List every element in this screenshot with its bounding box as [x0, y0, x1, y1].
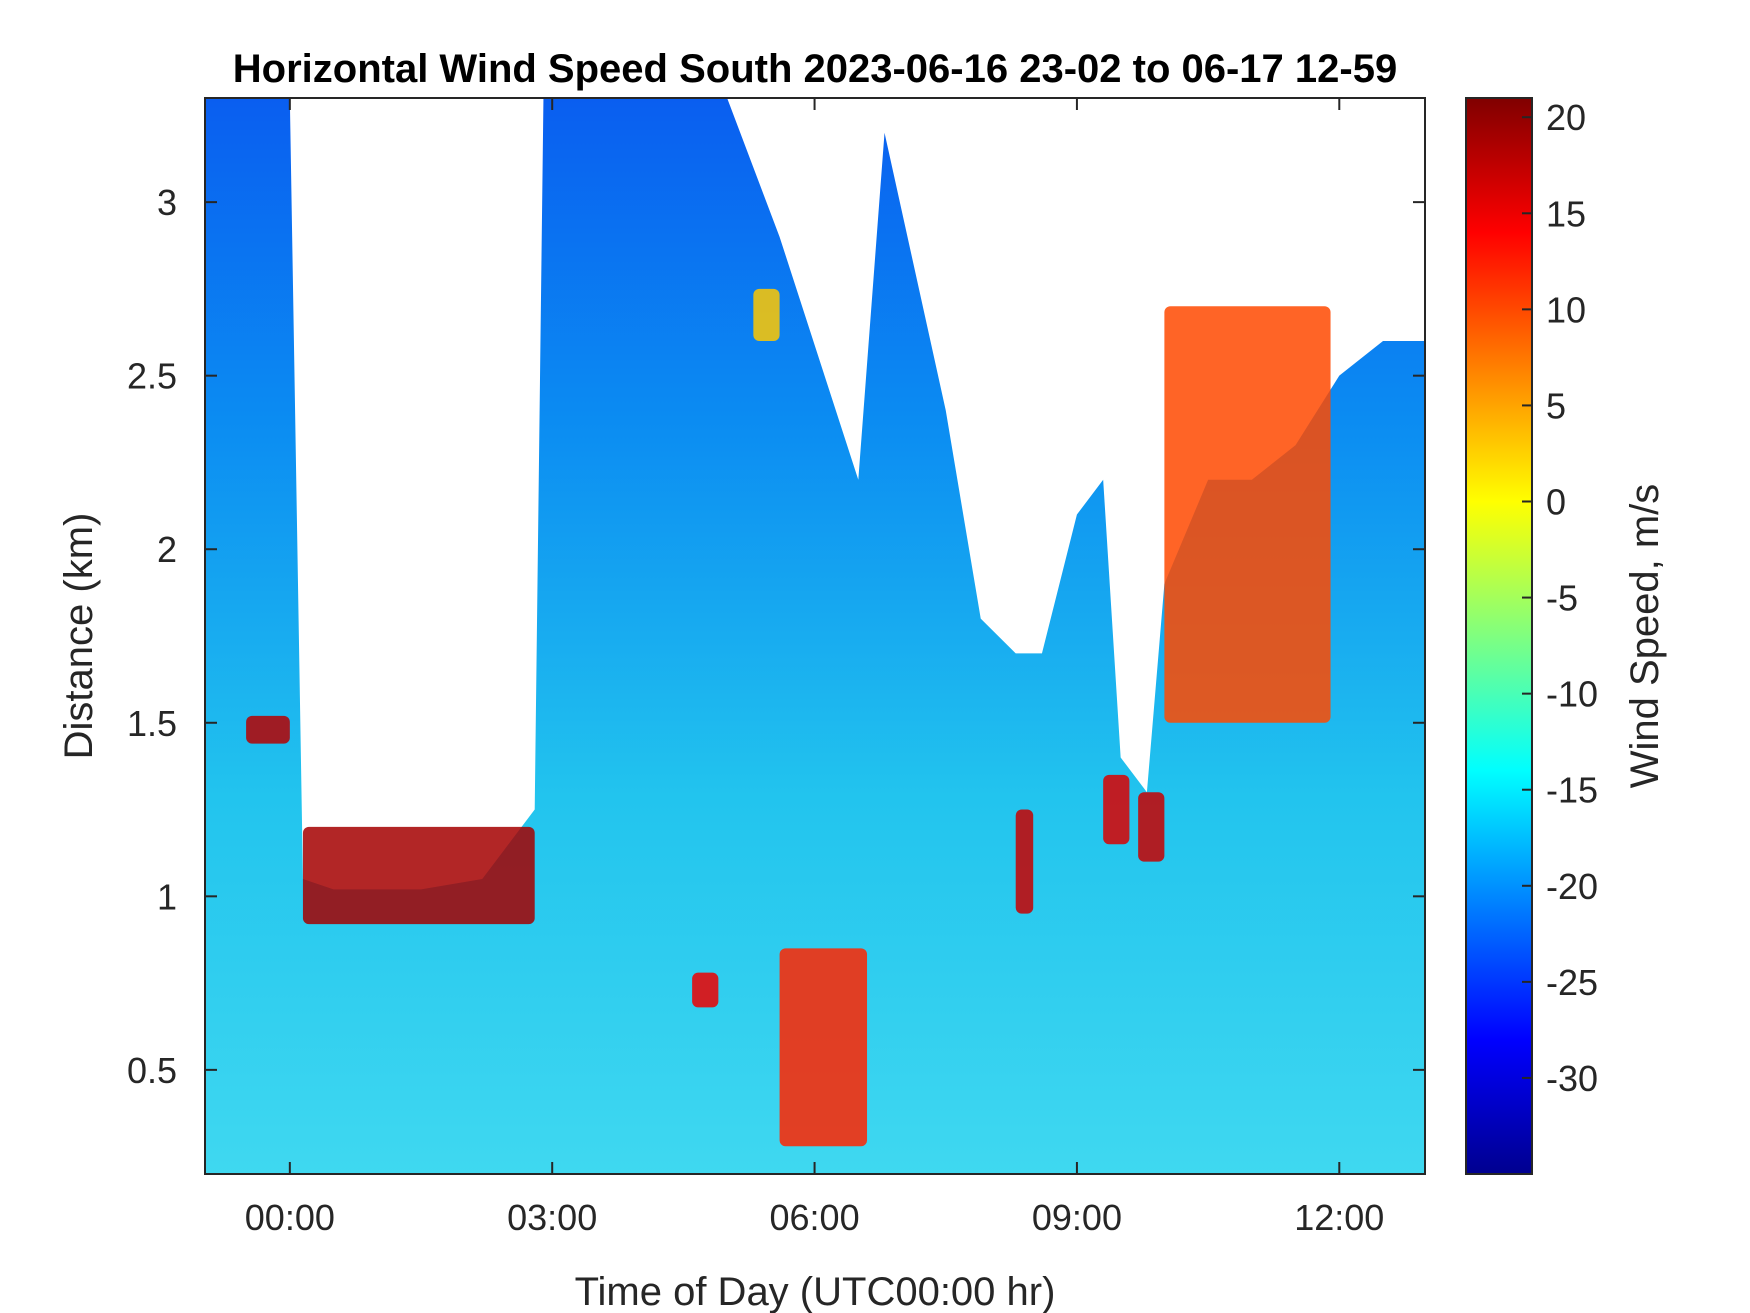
colorbar-gradient	[1465, 97, 1533, 1175]
colorbar-tick-label: 0	[1546, 482, 1566, 523]
x-tick-label: 00:00	[245, 1197, 335, 1238]
colorbar-tick-label: 5	[1546, 385, 1566, 426]
colorbar-ticks: 20 15 10 5 0 -5 -10 -15 -20 -25 -30	[1522, 97, 1598, 1099]
x-axis: 00:00 03:00 06:00 09:00 12:00	[245, 98, 1384, 1238]
colorbar-tick-label: 10	[1546, 289, 1586, 330]
heatmap-feature	[779, 948, 868, 1147]
x-tick-label: 03:00	[507, 1197, 597, 1238]
heatmap-feature	[1164, 306, 1331, 723]
heatmap-feature	[1103, 774, 1130, 845]
heatmap-feature	[1015, 809, 1034, 914]
colorbar-tick-label: 20	[1546, 97, 1586, 138]
y-tick-label: 0.5	[127, 1050, 177, 1091]
colorbar-tick-label: -5	[1546, 578, 1578, 619]
y-axis-label: Distance (km)	[57, 513, 101, 760]
plot-area: 00:00 03:00 06:00 09:00 12:00 0.5 1 1.5 2 2.5 3	[127, 97, 1426, 1238]
colorbar-tick-label: -30	[1546, 1058, 1598, 1099]
y-tick-label: 1	[157, 876, 177, 917]
heatmap-feature	[246, 715, 290, 744]
chart-title: Horizontal Wind Speed South 2023-06-16 2…	[233, 47, 1397, 91]
x-tick-label: 09:00	[1032, 1197, 1122, 1238]
heatmap-feature	[302, 826, 535, 925]
colorbar: 20 15 10 5 0 -5 -10 -15 -20 -25 -30 Wind Speed, m/…	[1465, 97, 1667, 1175]
colorbar-tick-label: -20	[1546, 866, 1598, 907]
colorbar-tick-label: 15	[1546, 193, 1586, 234]
heatmap-feature	[692, 972, 719, 1008]
x-tick-label: 06:00	[770, 1197, 860, 1238]
colorbar-label: Wind Speed, m/s	[1623, 484, 1667, 789]
x-tick-label: 12:00	[1294, 1197, 1384, 1238]
colorbar-tick-label: -15	[1546, 770, 1598, 811]
colorbar-tick-label: -25	[1546, 962, 1598, 1003]
y-axis: 0.5 1 1.5 2 2.5 3	[127, 182, 1425, 1091]
y-tick-label: 3	[157, 182, 177, 223]
heatmap-layer	[205, 98, 1425, 1174]
colorbar-tick-label: -10	[1546, 674, 1598, 715]
y-tick-label: 2	[157, 529, 177, 570]
heatmap-feature	[1138, 792, 1165, 862]
y-tick-label: 1.5	[127, 703, 177, 744]
heatmap-feature	[753, 288, 780, 341]
x-axis-label: Time of Day (UTC00:00 hr)	[575, 1270, 1056, 1313]
y-tick-label: 2.5	[127, 356, 177, 397]
